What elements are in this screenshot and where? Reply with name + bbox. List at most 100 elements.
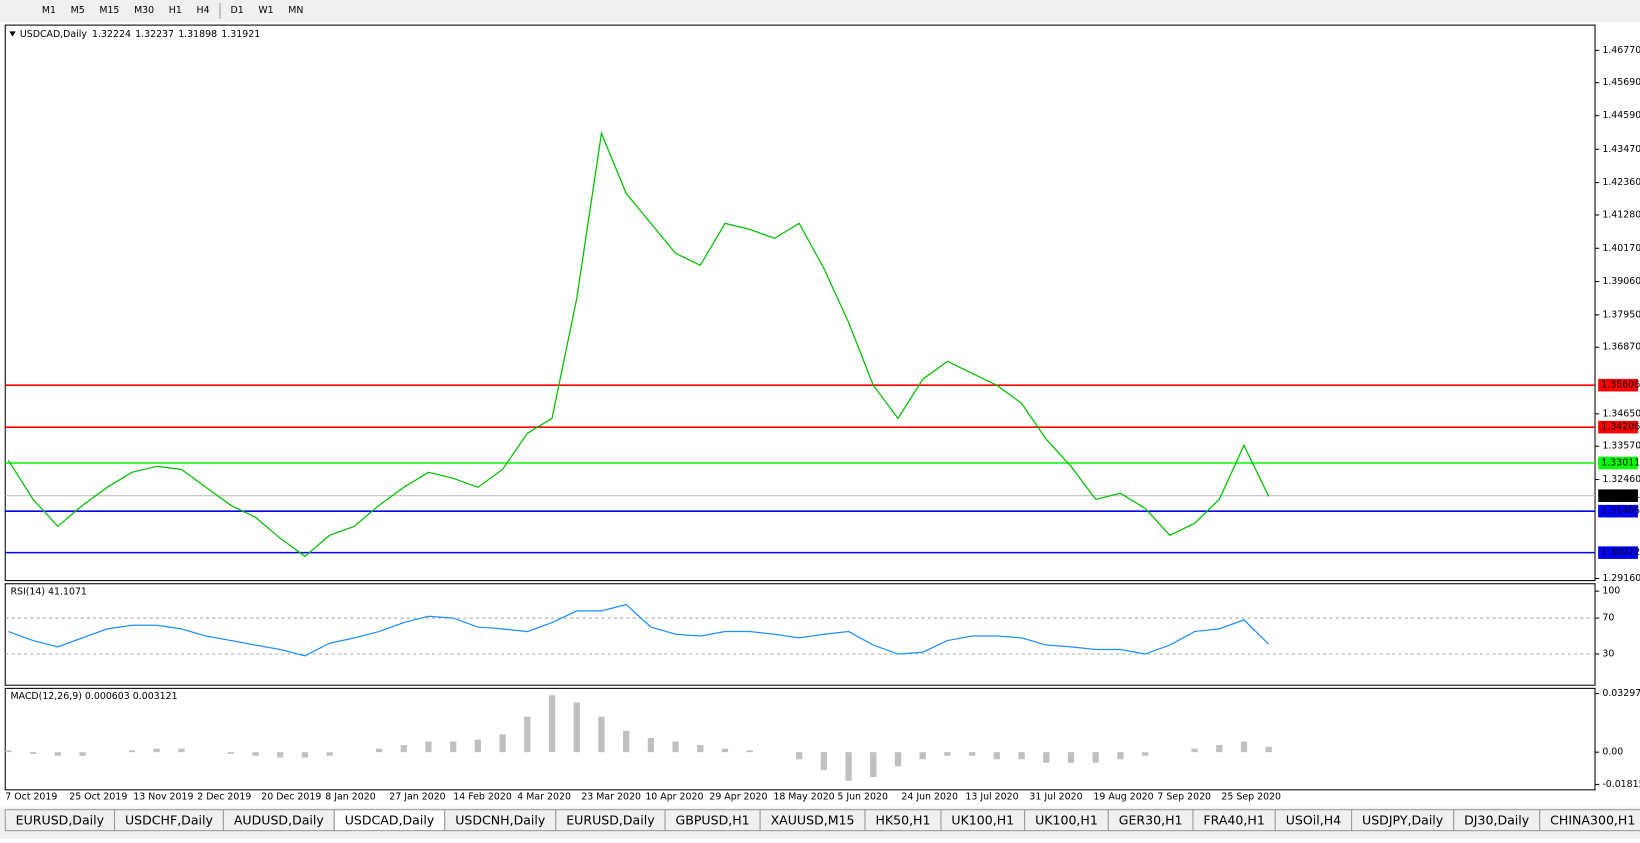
symbol: USDCAD,Daily: [20, 29, 88, 40]
x-tick-label: 29 Apr 2020: [709, 792, 767, 803]
level-label-bg: [1598, 420, 1638, 434]
tab[interactable]: USDJPY,Daily: [1362, 813, 1444, 828]
toolbar: [0, 0, 1640, 22]
tab[interactable]: HK50,H1: [875, 813, 930, 828]
x-tick-label: 7 Sep 2020: [1157, 792, 1211, 803]
macd-panel: [4, 687, 1596, 791]
timeframe-button[interactable]: M15: [99, 5, 119, 16]
macd-bar: [796, 752, 803, 760]
tab[interactable]: AUDUSD,Daily: [234, 813, 325, 828]
tab[interactable]: XAUUSD,M15: [771, 813, 855, 828]
tab[interactable]: USDCAD,Daily: [345, 813, 435, 828]
timeframe-button[interactable]: H4: [197, 5, 210, 16]
macd-bar: [1067, 752, 1075, 763]
rsi-panel: [4, 583, 1596, 686]
macd-bar: [746, 750, 753, 753]
macd-bar: [1117, 752, 1124, 760]
level-label: 1.34206: [1601, 422, 1640, 433]
macd-bar: [54, 752, 61, 756]
macd-bar: [647, 737, 655, 753]
header-arrow: [9, 31, 16, 37]
macd-bar: [1092, 752, 1099, 763]
y-tick-label: 1.33570: [1602, 441, 1640, 452]
macd-bar: [944, 752, 951, 756]
timeframe-button[interactable]: M1: [42, 5, 56, 16]
macd-bar: [672, 741, 679, 753]
timeframe-button[interactable]: M5: [71, 5, 85, 16]
macd-bar: [301, 752, 309, 758]
macd-bar: [227, 752, 234, 754]
ohlc-value: 1.31921: [221, 29, 260, 40]
macd-bar: [425, 741, 432, 753]
macd-bar: [499, 734, 506, 753]
macd-bar: [128, 750, 136, 753]
macd-bar: [277, 752, 284, 758]
macd-bar: [969, 752, 976, 756]
main-chart: [4, 24, 1596, 582]
y-tick-label: -0.018154: [1602, 779, 1640, 790]
tab[interactable]: USDCHF,Daily: [125, 813, 214, 828]
level-label-bg: [1598, 546, 1638, 559]
ohlc-value: 1.32224: [92, 29, 131, 40]
x-tick-label: 25 Oct 2019: [69, 792, 127, 803]
level-label-bg: [1598, 504, 1638, 518]
macd-bar: [450, 741, 457, 753]
level-label: 1.30022: [1601, 547, 1640, 558]
y-tick-label: 30: [1602, 649, 1614, 660]
macd-bar: [697, 745, 704, 753]
macd-bar: [153, 748, 160, 753]
macd-bar: [1141, 752, 1149, 756]
x-tick-label: 23 Mar 2020: [581, 792, 641, 803]
y-tick-label: 1.40170: [1602, 243, 1640, 254]
timeframe-button[interactable]: H1: [169, 5, 182, 16]
tab[interactable]: UK100,H1: [951, 813, 1014, 828]
macd-bar: [524, 716, 531, 753]
tab[interactable]: FRA40,H1: [1203, 813, 1264, 828]
macd-bar: [993, 752, 1001, 760]
x-tick-label: 4 Mar 2020: [517, 792, 571, 803]
tab[interactable]: CHINA300,H1: [1550, 813, 1635, 828]
y-tick-label: 1.44590: [1602, 110, 1640, 121]
y-tick-label: 1.45690: [1602, 77, 1640, 88]
tab[interactable]: DJ30,Daily: [1464, 813, 1530, 828]
macd-bar: [79, 752, 86, 756]
macd-bar: [721, 748, 729, 753]
timeframe-button[interactable]: D1: [230, 5, 243, 16]
tab[interactable]: GER30,H1: [1119, 813, 1183, 828]
tab-bg: [1539, 809, 1640, 832]
x-tick-label: 18 May 2020: [773, 792, 834, 803]
ohlc-value: 1.31898: [178, 29, 217, 40]
macd-bar: [573, 702, 580, 753]
macd-bar: [1240, 741, 1248, 753]
tab[interactable]: UK100,H1: [1035, 813, 1098, 828]
current-price-bg: [1598, 489, 1638, 502]
macd-bar: [548, 695, 556, 753]
macd-bar: [820, 752, 828, 770]
macd-bar: [474, 739, 482, 753]
x-tick-label: 27 Jan 2020: [389, 792, 445, 803]
price-line: [7, 131, 1270, 558]
macd-bar: [1265, 746, 1272, 753]
x-tick-label: 25 Sep 2020: [1221, 792, 1281, 803]
macd-bar: [1216, 745, 1223, 753]
tab[interactable]: USDCNH,Daily: [455, 813, 546, 828]
timeframe-button[interactable]: M30: [134, 5, 154, 16]
tab[interactable]: GBPUSD,H1: [676, 813, 750, 828]
tab[interactable]: USOil,H4: [1286, 813, 1341, 828]
macd-bar: [5, 750, 12, 753]
timeframe-button[interactable]: W1: [258, 5, 273, 16]
y-tick-label: 1.42360: [1602, 177, 1640, 188]
y-tick-label: 1.46770: [1602, 45, 1640, 56]
timeframe-button[interactable]: MN: [288, 5, 303, 16]
y-tick-label: 0.00: [1602, 747, 1623, 758]
tab[interactable]: EURUSD,Daily: [16, 813, 105, 828]
x-tick-label: 13 Jul 2020: [965, 792, 1018, 803]
x-tick-label: 31 Jul 2020: [1029, 792, 1082, 803]
tab[interactable]: EURUSD,Daily: [566, 813, 655, 828]
y-tick-label: 1.37950: [1602, 309, 1640, 320]
y-tick-label: 1.34650: [1602, 408, 1640, 419]
x-tick-label: 13 Nov 2019: [133, 792, 193, 803]
macd-bar: [870, 752, 877, 778]
